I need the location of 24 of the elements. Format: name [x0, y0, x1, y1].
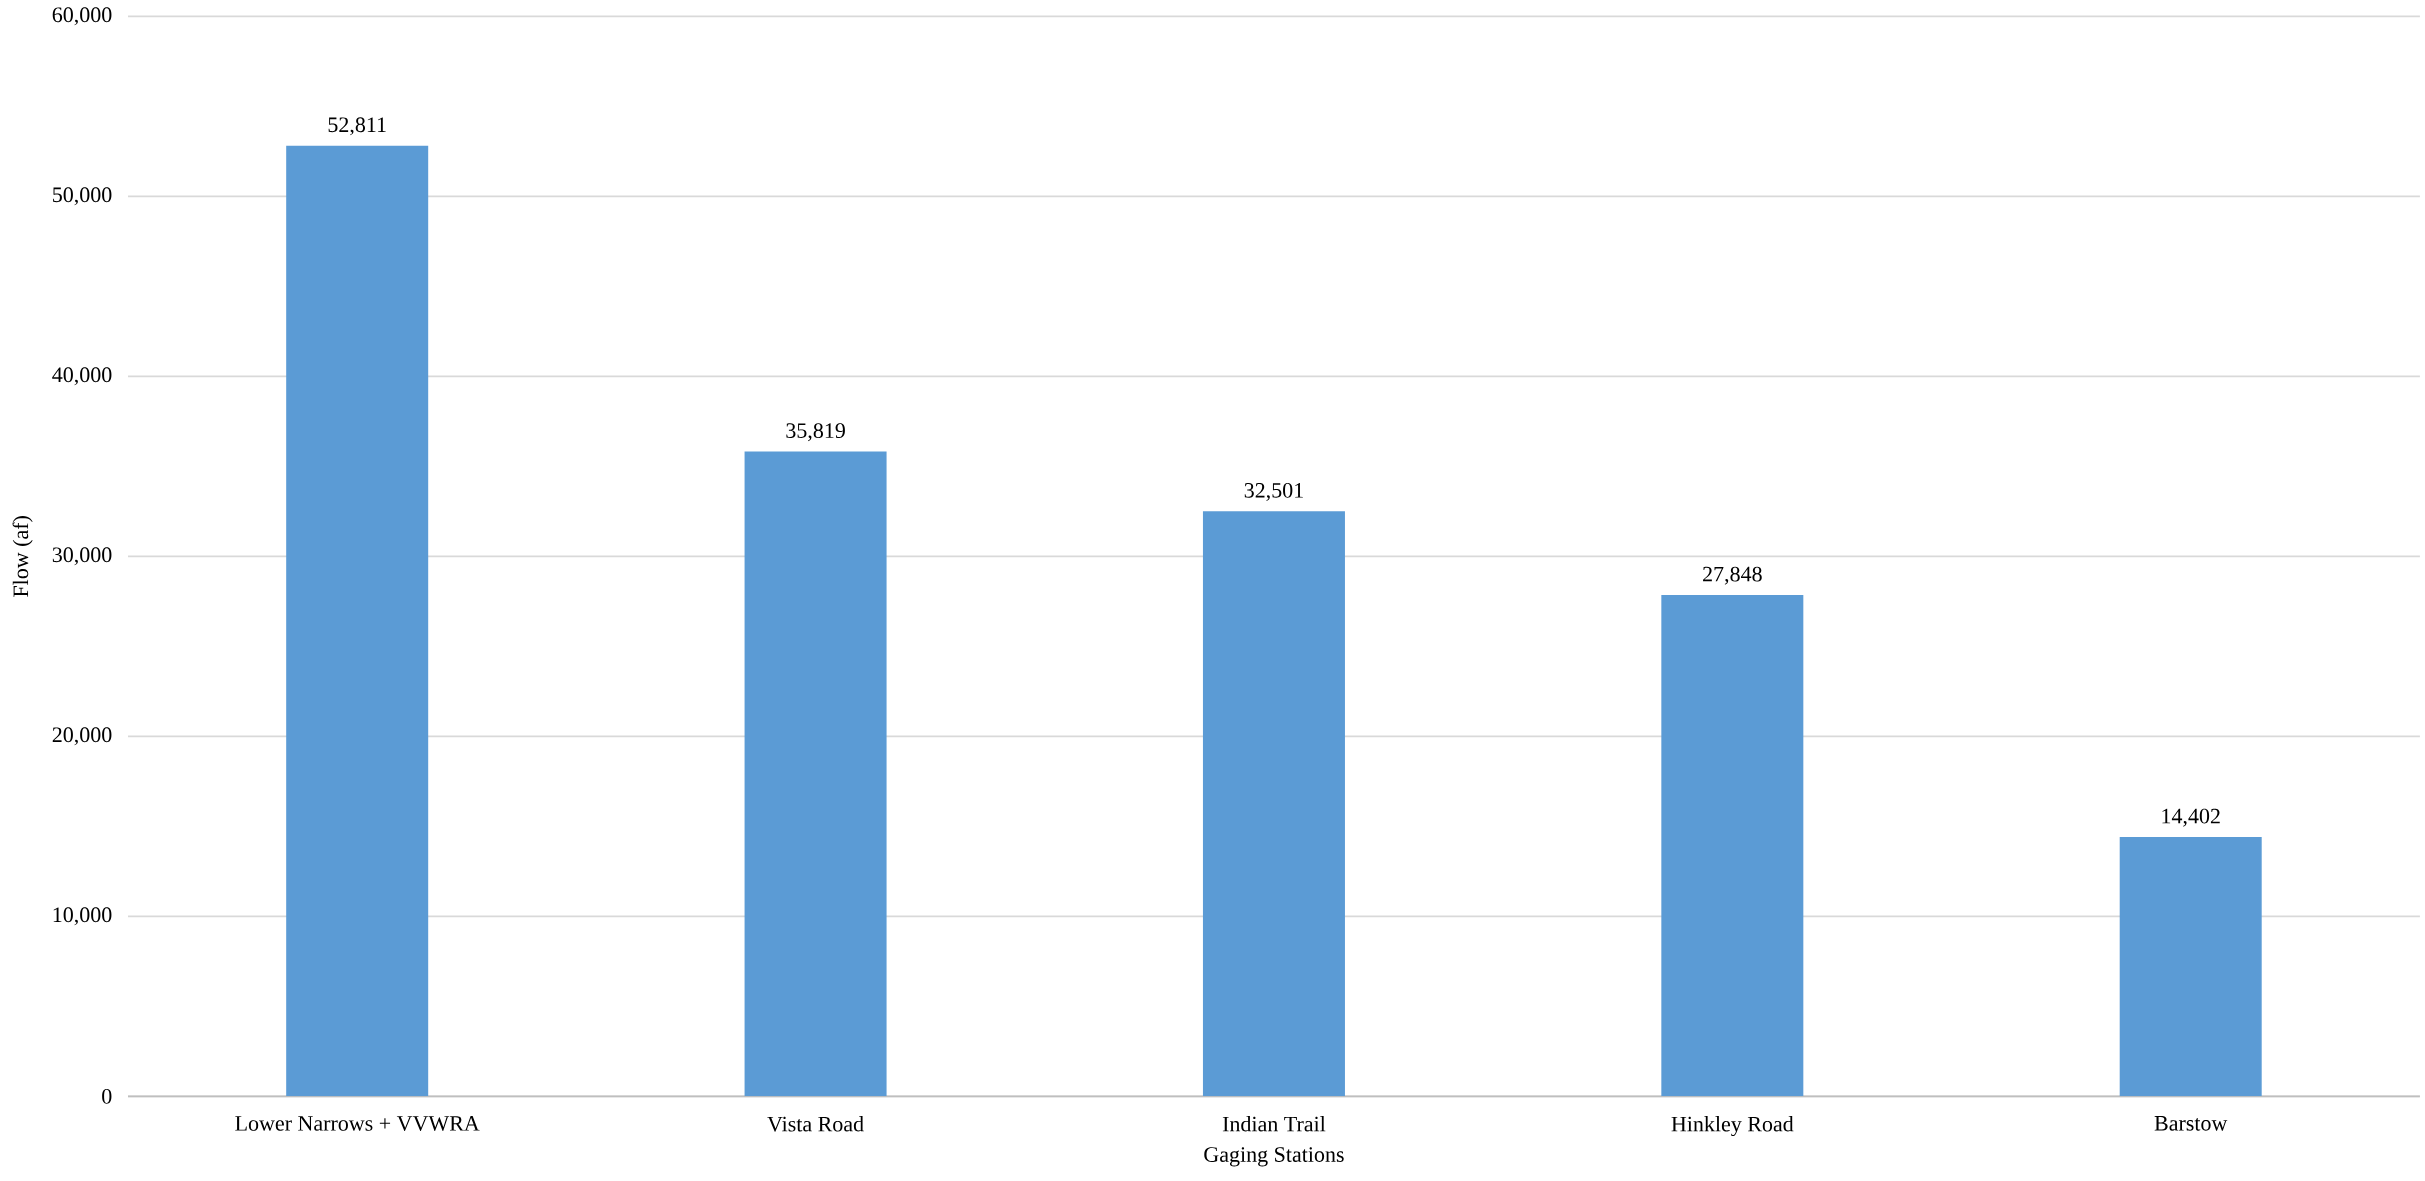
- y-tick-label: 30,000: [52, 547, 112, 566]
- data-label: 32,501: [1244, 482, 1303, 501]
- y-tick-label: 20,000: [52, 727, 112, 746]
- x-tick-label: Indian Trail: [1222, 1115, 1326, 1132]
- x-tick-label: Lower Narrows + VVWRA: [235, 1115, 480, 1131]
- y-tick-label: 0: [102, 1088, 112, 1104]
- data-label: 52,811: [328, 117, 386, 136]
- y-tick-label: 10,000: [53, 907, 112, 926]
- y-tick-label: 50,000: [53, 187, 112, 206]
- bar: [744, 451, 887, 1097]
- x-tick-label: Vista Road: [767, 1115, 864, 1132]
- data-label: 14,402: [2162, 808, 2220, 827]
- y-tick-label: 60,000: [52, 7, 112, 26]
- bar: [1661, 594, 1804, 1097]
- x-tick-label: Hinkley Road: [1671, 1115, 1794, 1136]
- bar: [1202, 511, 1345, 1097]
- bar: [286, 145, 429, 1097]
- bar: [2119, 836, 2262, 1097]
- y-tick-label: 40,000: [52, 367, 112, 386]
- y-axis-title: Flow (af): [12, 515, 33, 597]
- data-label: 27,848: [1703, 566, 1762, 585]
- data-label: 35,819: [786, 423, 845, 442]
- x-tick-label: Barstow: [2154, 1115, 2228, 1131]
- x-axis-title: Gaging Stations: [1204, 1147, 1344, 1167]
